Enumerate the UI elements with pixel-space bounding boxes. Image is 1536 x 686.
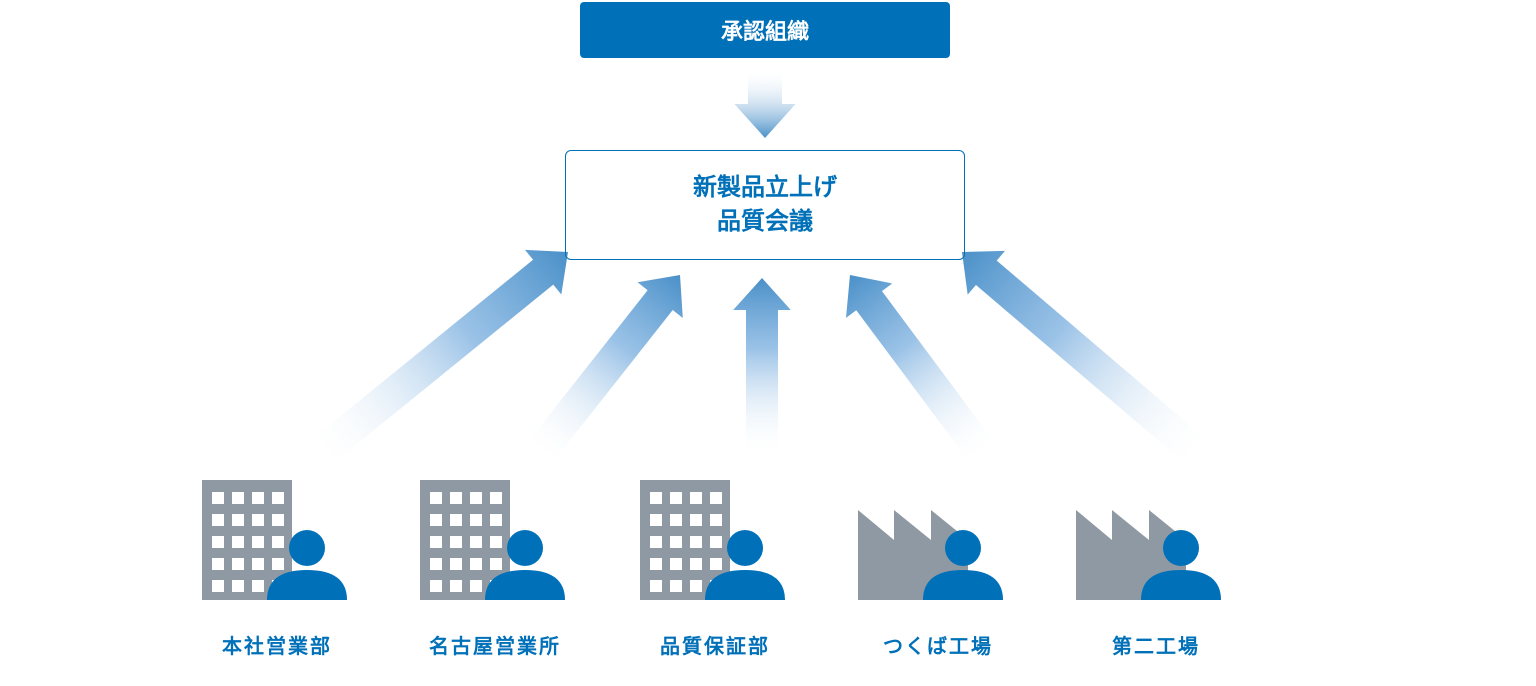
dept-label-4: 第二工場 (1112, 636, 1200, 658)
dept-label-2: 品質保証部 (660, 636, 770, 658)
dept-icon-1 (420, 480, 565, 600)
arrow-up-3 (827, 258, 1007, 472)
dept-0: 本社営業部 (177, 630, 377, 659)
dept-icon-0 (202, 480, 347, 600)
arrow-down (734, 70, 795, 138)
quality-meeting-line1: 新製品立上げ (693, 171, 837, 205)
dept-icon-4 (1076, 510, 1221, 600)
person-icon (923, 530, 1003, 600)
dept-icon-2 (640, 480, 785, 600)
dept-3: つくば工場 (838, 630, 1038, 659)
dept-icon-3 (858, 510, 1003, 600)
dept-2: 品質保証部 (615, 630, 815, 659)
arrow-up-1 (515, 257, 702, 473)
approval-org-box: 承認組織 (580, 2, 950, 58)
person-icon (1141, 530, 1221, 600)
approval-org-label: 承認組織 (721, 14, 809, 46)
dept-label-0: 本社営業部 (222, 636, 332, 658)
person-icon (267, 530, 347, 600)
dept-label-1: 名古屋営業所 (429, 636, 561, 658)
person-icon (705, 530, 785, 600)
person-icon (485, 530, 565, 600)
dept-label-3: つくば工場 (883, 636, 993, 658)
dept-4: 第二工場 (1056, 630, 1256, 659)
diagram-canvas (0, 0, 1536, 686)
quality-meeting-line2: 品質会議 (693, 205, 837, 239)
arrow-up-4 (943, 230, 1218, 477)
arrow-up-0 (300, 230, 586, 478)
dept-1: 名古屋営業所 (395, 630, 595, 659)
arrow-up-2 (733, 278, 791, 455)
quality-meeting-box: 新製品立上げ品質会議 (565, 150, 965, 260)
